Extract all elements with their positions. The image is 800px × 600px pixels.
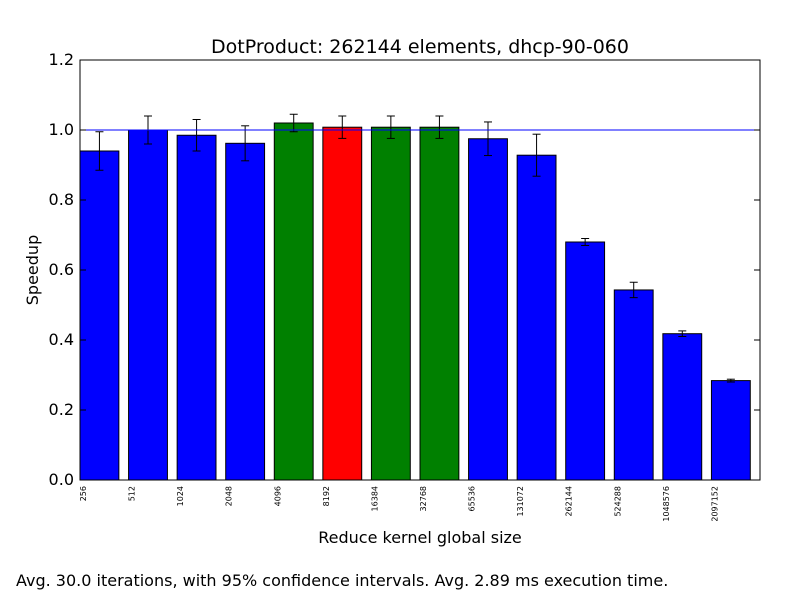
x-tick-label-256: 256 (79, 486, 88, 501)
bar-1024 (176, 134, 217, 481)
x-tick-label-8192: 8192 (322, 486, 331, 506)
x-axis-label: Reduce kernel global size (318, 528, 522, 547)
y-tick-label-0.6: 0.6 (49, 260, 74, 279)
bar-256 (79, 150, 120, 481)
bar-2097152 (710, 380, 751, 481)
x-tick-label-4096: 4096 (273, 486, 282, 506)
x-tick-label-2097152: 2097152 (710, 486, 719, 522)
bar-262144 (565, 241, 606, 481)
y-tick-label-1.0: 1.0 (49, 120, 74, 139)
bar-65536 (468, 138, 508, 481)
bar-2048 (225, 142, 266, 481)
x-tick-label-512: 512 (128, 486, 137, 501)
y-tick-label-0.8: 0.8 (49, 190, 74, 209)
bar-1048576 (662, 333, 703, 481)
bar-131072 (516, 154, 557, 481)
bar-512 (128, 129, 168, 481)
bar-8192 (322, 126, 363, 481)
bar-4096 (273, 122, 314, 481)
x-tick-label-1024: 1024 (176, 486, 185, 506)
y-axis-label: Speedup (23, 235, 42, 305)
x-tick-label-524288: 524288 (613, 486, 622, 517)
x-tick-label-131072: 131072 (516, 486, 525, 517)
x-tick-label-32768: 32768 (419, 486, 428, 511)
chart-title: DotProduct: 262144 elements, dhcp-90-060 (211, 36, 629, 58)
bar-32768 (419, 126, 460, 481)
y-tick-label-0.2: 0.2 (49, 400, 74, 419)
y-tick-label-0.0: 0.0 (49, 470, 74, 489)
x-tick-label-2048: 2048 (225, 486, 234, 506)
x-tick-label-1048576: 1048576 (662, 486, 671, 522)
execution-caption: Avg. 30.0 iterations, with 95% confidenc… (16, 571, 669, 590)
y-tick-label-0.4: 0.4 (49, 330, 74, 349)
y-tick-label-1.2: 1.2 (49, 50, 74, 69)
x-tick-label-262144: 262144 (565, 486, 574, 517)
bar-524288 (613, 289, 654, 481)
x-tick-label-65536: 65536 (468, 486, 477, 511)
x-tick-label-16384: 16384 (370, 486, 379, 511)
bar-16384 (370, 126, 411, 481)
